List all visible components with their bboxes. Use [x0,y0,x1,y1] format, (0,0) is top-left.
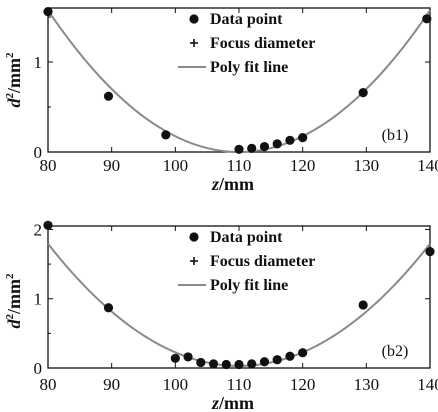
x-tick-label: 80 [40,375,57,394]
data-point [103,303,114,313]
y-tick-label: 0 [34,143,43,162]
x-axis-label-variable: z [211,174,219,194]
data-point [422,14,432,24]
y-axis-label-part: d [4,98,24,108]
data-point [208,359,219,369]
data-point [170,353,180,363]
y-axis-label-part: 2 [4,52,16,58]
legend-marker-data-point [189,232,199,242]
x-tick-label: 140 [417,375,438,394]
data-point [247,359,257,369]
x-axis-label-unit: /mm [218,393,254,412]
data-point [358,300,368,310]
x-axis-label: z/mm [211,393,254,412]
x-tick-label: 100 [163,375,189,394]
y-tick-label: 0 [34,359,43,378]
data-point [285,135,295,145]
y-axis-label-part: 2 [4,93,16,99]
y-axis-label-part: d [4,319,24,329]
data-point [103,91,114,101]
data-point [285,351,295,361]
x-axis-label-unit: /mm [218,174,254,194]
x-axis-label: z/mm [211,174,254,194]
data-point [234,359,244,370]
data-point [272,139,282,149]
poly-fit-line [47,9,431,154]
data-point [272,355,282,365]
legend-label-poly-fit: Poly fit line [210,277,288,294]
y-tick-label: 2 [34,220,43,239]
data-point [221,359,231,370]
plot-frame [47,7,431,153]
y-axis-label-part: 2 [4,314,16,320]
panel-label: (b2) [382,343,409,360]
data-point [358,88,368,98]
legend-label-focus-diameter: Focus diameter [210,35,315,52]
y-axis-label: d2/mm2 [4,273,24,329]
data-point [247,143,257,153]
x-tick-label: 130 [354,375,380,394]
legend-label-focus-diameter: Focus diameter [210,253,315,270]
y-axis-label: d2/mm2 [4,52,24,108]
x-tick-label: 120 [290,375,316,394]
y-axis-label-part: /mm [4,279,24,315]
x-tick-label: 90 [103,156,120,175]
x-tick-label: 140 [417,156,438,175]
data-point [259,142,270,152]
panel-label: (b1) [382,127,409,144]
x-tick-label: 130 [354,156,380,175]
data-point [298,133,308,143]
data-point [43,6,53,17]
y-tick-label: 1 [34,290,43,309]
legend-label-poly-fit: Poly fit line [210,59,288,76]
x-tick-label: 110 [227,375,252,394]
y-axis-label-part: 2 [4,273,16,279]
data-point [43,220,53,230]
data-point [161,130,171,140]
x-axis-label-variable: z [211,393,219,412]
x-tick-label: 110 [227,156,252,175]
y-axis-label-part: /mm [4,58,24,94]
data-point [234,144,244,154]
legend-label-data-point: Data point [210,11,283,28]
x-tick-label: 80 [40,156,57,175]
plot-frame [47,225,431,369]
legend-marker-data-point [189,14,199,24]
data-point [425,247,435,257]
y-tick-label: 1 [34,53,43,72]
data-point [183,352,193,362]
data-point [298,348,308,358]
data-point [259,357,270,367]
x-tick-label: 120 [290,156,316,175]
data-point [196,357,206,368]
x-tick-label: 100 [163,156,189,175]
x-tick-label: 90 [103,375,120,394]
legend-label-data-point: Data point [210,229,283,246]
